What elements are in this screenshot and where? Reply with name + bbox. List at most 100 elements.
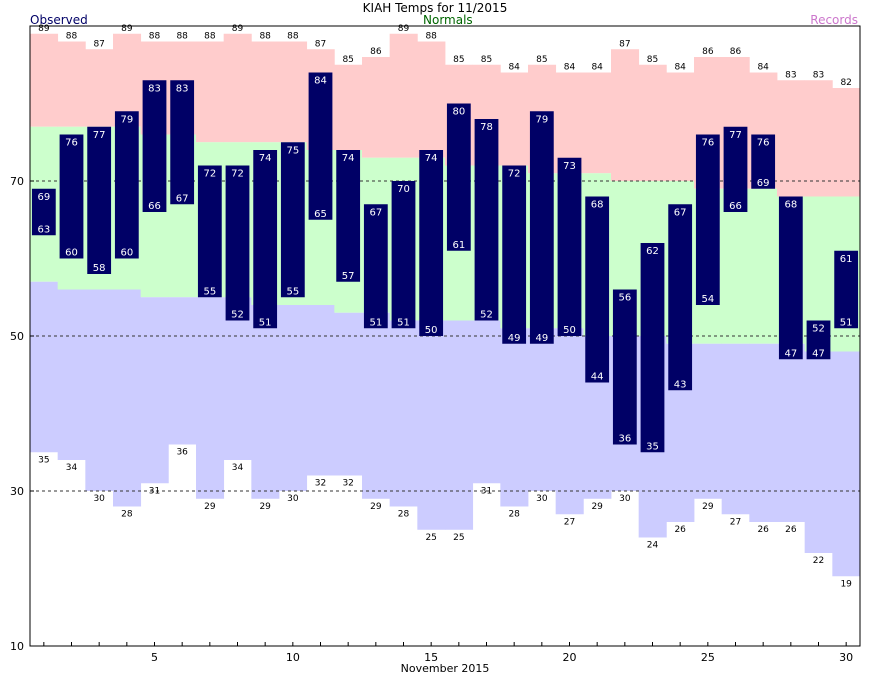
x-tick-label: 5	[151, 651, 158, 664]
observed-low-label: 60	[65, 248, 78, 259]
observed-bar	[612, 289, 637, 445]
record-high-band	[500, 72, 529, 166]
y-tick-label: 50	[10, 330, 24, 343]
record-high-label: 84	[591, 63, 603, 73]
observed-low-label: 54	[701, 294, 714, 305]
record-high-band	[638, 64, 667, 181]
record-low-band	[306, 305, 335, 476]
record-high-band	[804, 80, 833, 197]
observed-low-label: 66	[148, 201, 161, 212]
record-high-band	[832, 88, 861, 197]
record-low-band	[334, 312, 363, 476]
record-low-band	[417, 320, 446, 530]
x-tick-label: 30	[839, 651, 853, 664]
record-high-label: 88	[176, 32, 188, 42]
record-low-label: 35	[38, 455, 49, 465]
record-high-label: 83	[785, 70, 796, 80]
observed-low-label: 47	[784, 348, 797, 359]
observed-high-label: 74	[259, 153, 272, 164]
observed-bar	[585, 196, 610, 383]
observed-low-label: 50	[425, 325, 438, 336]
record-high-label: 87	[619, 39, 630, 49]
observed-high-label: 62	[646, 246, 659, 257]
record-low-band	[555, 328, 584, 515]
record-low-label: 26	[674, 525, 686, 535]
record-high-label: 89	[398, 24, 410, 34]
record-high-band	[57, 41, 86, 127]
record-low-band	[223, 297, 252, 460]
normal-band	[721, 188, 750, 344]
record-low-label: 34	[66, 463, 78, 473]
record-low-label: 26	[757, 525, 769, 535]
observed-bar	[308, 72, 333, 220]
observed-high-label: 68	[591, 200, 604, 211]
record-high-band	[389, 33, 418, 158]
record-high-band	[555, 72, 584, 174]
record-high-label: 86	[730, 47, 742, 57]
observed-low-label: 61	[452, 240, 465, 251]
record-high-band	[362, 57, 391, 158]
grid-lines	[30, 180, 860, 492]
observed-low-label: 51	[259, 317, 272, 328]
observed-high-label: 73	[563, 161, 576, 172]
record-low-label: 27	[730, 517, 741, 527]
observed-high-label: 72	[508, 169, 521, 180]
record-low-label: 28	[508, 510, 520, 520]
record-high-label: 87	[315, 39, 326, 49]
record-low-band	[279, 305, 308, 491]
record-high-label: 85	[481, 55, 492, 65]
observed-bars: 69 63 76 60 77 58 79 60 83 66 83 67 72 55 72 52 74 51 75 55…	[31, 72, 859, 453]
x-tick-label: 10	[286, 651, 300, 664]
record-high-label: 83	[813, 70, 824, 80]
record-high-label: 88	[204, 32, 216, 42]
y-tick-label: 10	[10, 640, 24, 653]
record-low-label: 22	[813, 556, 824, 566]
observed-bar	[474, 119, 499, 321]
observed-bar	[695, 134, 720, 305]
observed-bar	[419, 150, 444, 336]
record-high-label: 84	[508, 63, 520, 73]
x-axis-label: November 2015	[401, 662, 490, 675]
record-low-label: 30	[619, 494, 631, 504]
record-high-band	[583, 72, 612, 174]
record-low-label: 36	[176, 448, 188, 458]
observed-bar	[197, 165, 222, 298]
record-low-label: 34	[232, 463, 244, 473]
observed-low-label: 65	[314, 209, 327, 220]
record-high-label: 89	[121, 24, 133, 34]
record-low-label: 32	[315, 479, 326, 489]
observed-low-label: 36	[618, 434, 631, 445]
observed-low-label: 52	[231, 310, 244, 321]
record-high-label: 89	[38, 24, 50, 34]
observed-low-label: 35	[646, 441, 659, 452]
record-low-band	[528, 328, 557, 491]
record-low-band	[694, 343, 723, 499]
observed-bar	[557, 157, 582, 336]
record-low-label: 30	[287, 494, 299, 504]
observed-high-label: 79	[535, 114, 548, 125]
observed-bar	[751, 134, 776, 189]
observed-low-label: 43	[674, 379, 687, 390]
observed-high-label: 75	[286, 145, 299, 156]
observed-bar	[336, 150, 361, 282]
record-low-label: 28	[121, 510, 133, 520]
observed-high-label: 78	[480, 122, 493, 133]
observed-low-label: 63	[37, 224, 50, 235]
observed-low-label: 66	[729, 201, 742, 212]
observed-bar	[446, 103, 471, 251]
observed-bar	[280, 142, 305, 298]
record-high-label: 84	[674, 63, 686, 73]
record-low-label: 29	[702, 502, 714, 512]
observed-high-label: 72	[203, 169, 216, 180]
x-tick-label: 15	[424, 651, 438, 664]
record-high-label: 86	[702, 47, 714, 57]
observed-bar	[225, 165, 250, 321]
record-low-band	[30, 281, 59, 453]
observed-high-label: 80	[452, 107, 465, 118]
record-low-label: 27	[564, 517, 575, 527]
record-low-label: 32	[342, 479, 353, 489]
record-high-label: 85	[647, 55, 658, 65]
observed-bar	[170, 80, 195, 205]
axes: 10 30 50 70 5 10 15 20 25 30	[10, 175, 853, 664]
normal-band	[749, 188, 778, 344]
